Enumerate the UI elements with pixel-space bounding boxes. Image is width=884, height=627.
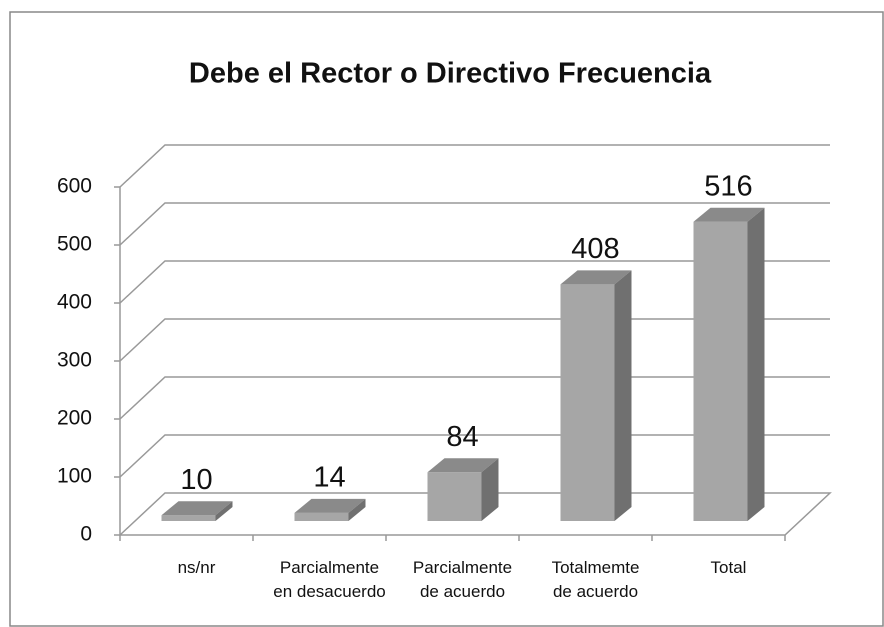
bar (693, 221, 748, 521)
data-label: 84 (446, 421, 478, 453)
x-tick-label-line: Totalmemte (552, 558, 640, 577)
data-label: 516 (704, 170, 752, 202)
grid-line (119, 144, 830, 188)
y-tick-label: 600 (57, 175, 92, 198)
bar-top (161, 501, 233, 516)
bar (161, 515, 216, 521)
bar-side (747, 207, 765, 521)
x-tick-label-line: Total (711, 558, 747, 577)
data-label: 10 (180, 464, 212, 496)
x-tick-label: Totalmemte de acuerdo (552, 558, 640, 601)
x-tick-label: ns/nr (178, 558, 216, 577)
bar-top (560, 270, 632, 285)
bar (294, 512, 349, 521)
floor (119, 492, 832, 536)
data-label: 408 (571, 233, 619, 265)
x-tick-label-line: Parcialmente (413, 558, 512, 577)
y-tick-label: 0 (80, 523, 92, 546)
x-tick-label-line: de acuerdo (553, 582, 638, 601)
bar-side (215, 501, 233, 521)
y-tick-label: 400 (57, 291, 92, 314)
bar (560, 284, 615, 521)
bar-side (614, 270, 632, 521)
bar-top (427, 458, 499, 473)
x-tick-label-line: Parcialmente (280, 558, 379, 577)
x-tick-label: Parcialmente de acuerdo (413, 558, 512, 601)
y-tick-label: 300 (57, 349, 92, 372)
x-tick-label-line: de acuerdo (420, 582, 505, 601)
bar-side (481, 458, 499, 521)
chart-title: Debe el Rector o Directivo Frecuencia (189, 58, 712, 90)
bar-side (348, 498, 366, 521)
data-label: 14 (313, 462, 345, 494)
bar-top (693, 207, 765, 222)
y-tick-label: 100 (57, 465, 92, 488)
bar-top (294, 498, 366, 513)
y-tick-label: 200 (57, 407, 92, 430)
grid-line (119, 202, 830, 246)
x-tick-label-line: en desacuerdo (273, 582, 385, 601)
bar (427, 472, 482, 521)
x-tick-label: Parcialmente en desacuerdo (273, 558, 385, 601)
x-tick-label-line: ns/nr (178, 558, 216, 577)
x-tick-label: Total (711, 558, 747, 577)
y-tick-label: 500 (57, 233, 92, 256)
grid-line (119, 260, 830, 304)
